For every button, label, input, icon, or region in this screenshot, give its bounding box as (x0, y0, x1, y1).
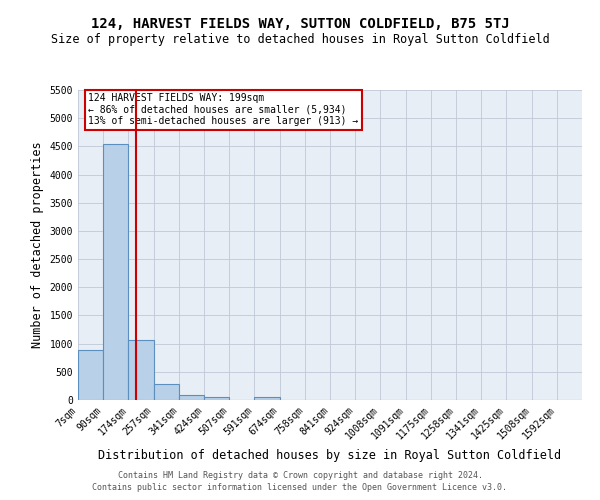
Bar (204, 397, 229, 400)
Y-axis label: Number of detached properties: Number of detached properties (31, 142, 44, 348)
Bar (103, 144, 128, 400)
Bar (179, 396, 204, 400)
Text: 124 HARVEST FIELDS WAY: 199sqm
← 86% of detached houses are smaller (5,934)
13% : 124 HARVEST FIELDS WAY: 199sqm ← 86% of … (88, 93, 358, 126)
Text: Contains public sector information licensed under the Open Government Licence v3: Contains public sector information licen… (92, 484, 508, 492)
Text: Size of property relative to detached houses in Royal Sutton Coldfield: Size of property relative to detached ho… (50, 32, 550, 46)
Text: Contains HM Land Registry data © Crown copyright and database right 2024.: Contains HM Land Registry data © Crown c… (118, 471, 482, 480)
Bar (254, 396, 280, 400)
Bar (128, 340, 154, 400)
Bar (78, 350, 103, 400)
Text: 124, HARVEST FIELDS WAY, SUTTON COLDFIELD, B75 5TJ: 124, HARVEST FIELDS WAY, SUTTON COLDFIEL… (91, 18, 509, 32)
X-axis label: Distribution of detached houses by size in Royal Sutton Coldfield: Distribution of detached houses by size … (98, 450, 562, 462)
Bar (154, 384, 179, 400)
